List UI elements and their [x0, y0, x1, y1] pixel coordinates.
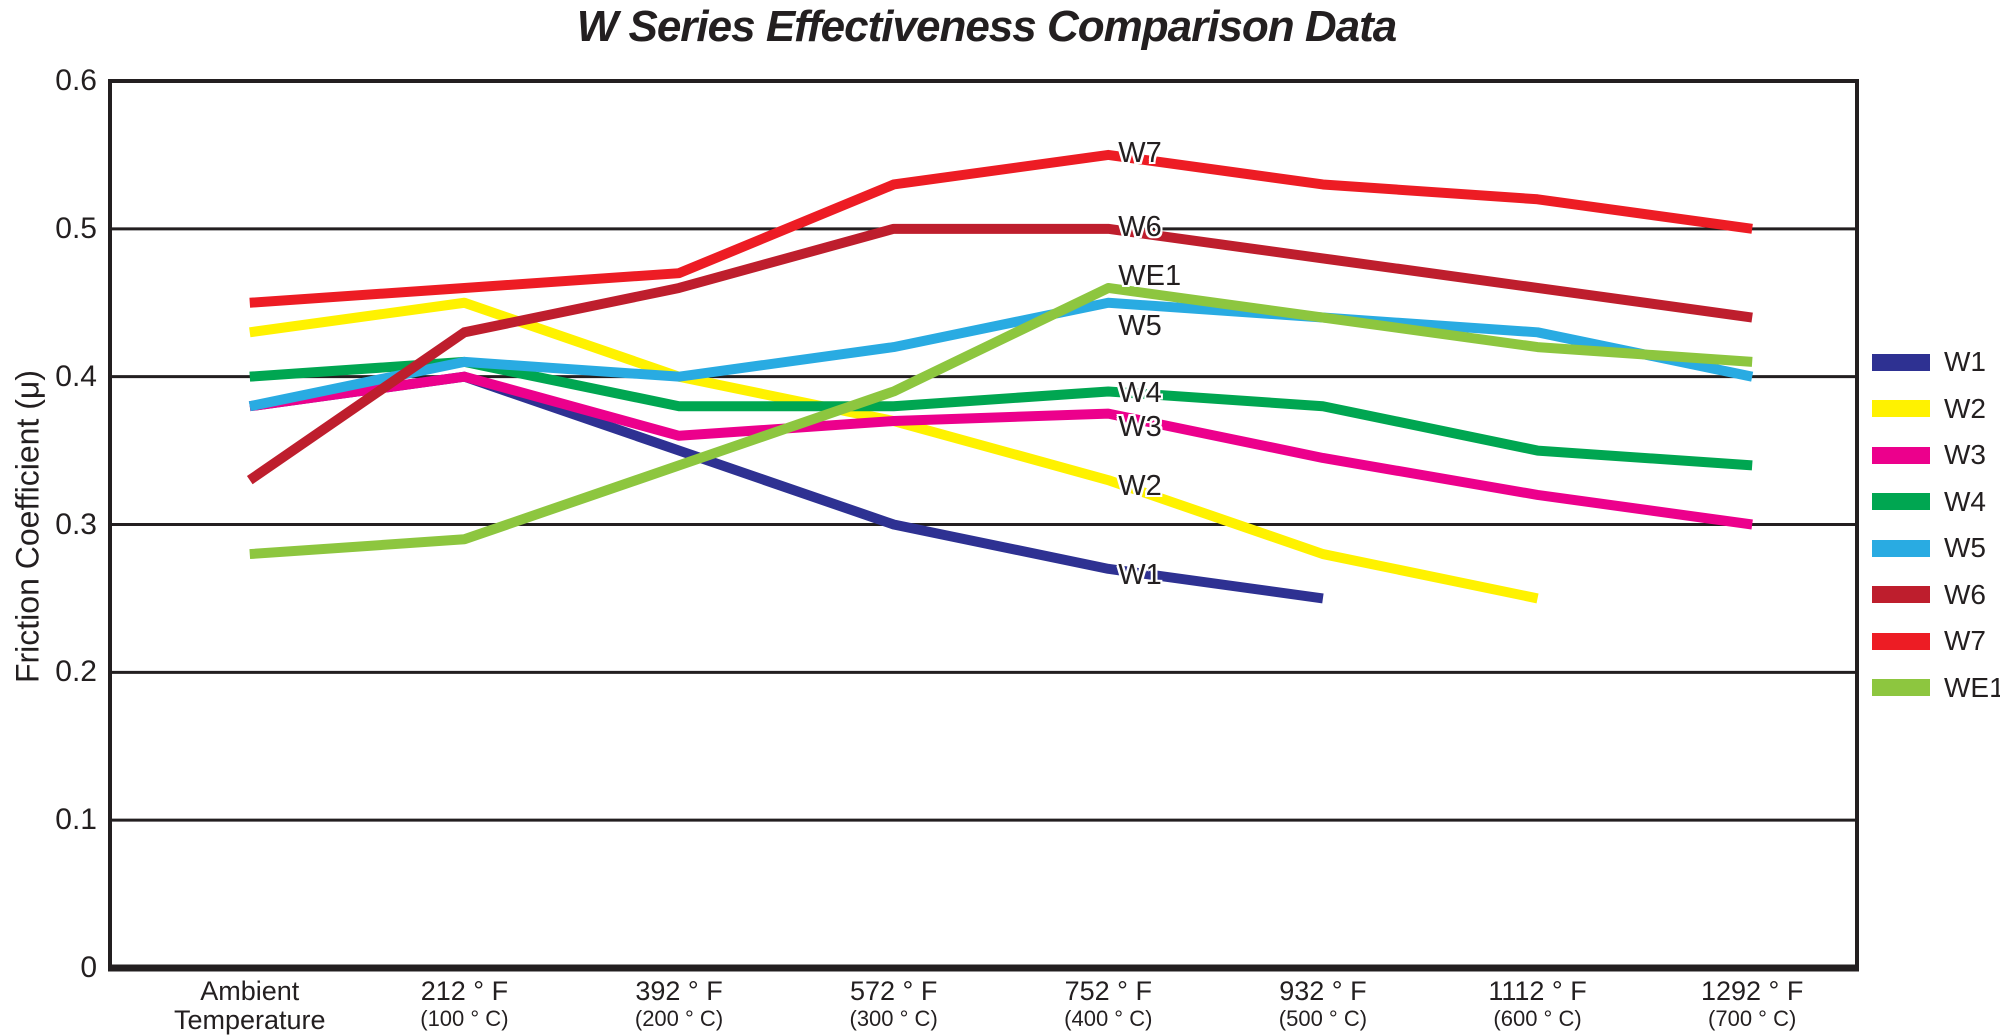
series-label-W1: W1 [1118, 558, 1162, 591]
x-category-label-line2: Temperature [173, 1005, 326, 1035]
legend-item-W1: W1 [1872, 347, 1986, 377]
legend-swatch-W1 [1872, 353, 1930, 371]
legend-label: W2 [1944, 392, 1986, 424]
x-category-fahrenheit: 572 ° F [849, 976, 938, 1006]
legend-swatch-WE1 [1872, 679, 1930, 696]
x-category-fahrenheit: 212 ° F [420, 976, 509, 1006]
x-category-fahrenheit: Ambient [200, 976, 300, 1006]
legend-item-WE1: WE1 [1872, 671, 2000, 703]
y-tick-label: 0.1 [55, 803, 97, 837]
x-category-label: 392 ° F (200 ° C) [559, 976, 799, 1032]
series-label-WE1: WE1 [1118, 260, 1182, 293]
legend-swatch-W5 [1872, 539, 1930, 557]
x-category-label: 1292 ° F (700 ° C) [1632, 976, 1872, 1032]
y-tick-label: 0.2 [55, 655, 97, 689]
series-line-W7 [249, 149, 1753, 308]
y-tick-label: 0.3 [55, 507, 97, 541]
legend-label: W5 [1944, 532, 1986, 563]
x-category-celsius: (200 ° C) [634, 1006, 724, 1031]
legend-label: W3 [1944, 439, 1986, 470]
legend-item-W4: W4 [1872, 485, 1986, 517]
series-line-WE1 [249, 282, 1753, 560]
legend-item-W3: W3 [1872, 440, 1986, 470]
series-line-W3 [249, 371, 1753, 530]
legend-swatch-W2 [1872, 400, 1930, 417]
series-label-W7: W7 [1118, 137, 1162, 170]
x-category-label: 1112 ° F (600 ° C) [1418, 976, 1658, 1032]
legend-label: W7 [1944, 625, 1986, 656]
x-category-celsius: (500 ° C) [1278, 1006, 1368, 1031]
series-line-W5 [248, 297, 1754, 412]
y-tick-label: 0.5 [55, 211, 97, 245]
legend-label: WE1 [1944, 671, 2000, 703]
legend-item-W6: W6 [1872, 578, 1986, 610]
series-label-W4: W4 [1118, 376, 1162, 409]
series-label-W2: W2 [1118, 470, 1162, 503]
y-tick-label: 0 [80, 951, 97, 984]
x-category-fahrenheit: 1112 ° F [1488, 976, 1587, 1006]
x-category-label: 752 ° F (400 ° C) [988, 976, 1228, 1032]
legend-label: W1 [1944, 346, 1986, 377]
legend-swatch-W6 [1872, 586, 1930, 603]
x-category-celsius: (300 ° C) [849, 1006, 938, 1031]
x-category-celsius: (400 ° C) [1064, 1006, 1153, 1031]
legend-item-W7: W7 [1872, 626, 1986, 656]
x-category-label: 572 ° F (300 ° C) [774, 976, 1014, 1032]
x-category-label: Ambient Temperature [130, 976, 370, 1034]
legend-item-W2: W2 [1872, 392, 1986, 424]
chart-title: W Series Effectiveness Comparison Data [576, 2, 1398, 51]
y-tick-label: 0.6 [55, 64, 97, 97]
x-category-fahrenheit: 1292 ° F [1700, 976, 1804, 1006]
x-category-celsius: (100 ° C) [420, 1006, 509, 1031]
series-label-W6: W6 [1118, 211, 1162, 244]
x-category-fahrenheit: 932 ° F [1279, 976, 1367, 1006]
x-category-celsius: (600 ° C) [1493, 1006, 1582, 1031]
series-label-W5: W5 [1118, 310, 1162, 343]
legend-swatch-W3 [1872, 446, 1930, 464]
x-category-label: 212 ° F (100 ° C) [344, 976, 584, 1032]
x-category-celsius: (700 ° C) [1708, 1006, 1797, 1031]
x-category-label: 932 ° F (500 ° C) [1203, 976, 1443, 1032]
series-label-W3: W3 [1118, 410, 1162, 443]
x-category-fahrenheit: 752 ° F [1064, 976, 1152, 1006]
legend-swatch-W4 [1872, 493, 1930, 510]
legend-label: W4 [1944, 485, 1986, 517]
series-line-W6 [246, 223, 1753, 485]
legend-label: W6 [1944, 578, 1986, 610]
legend-swatch-W7 [1872, 632, 1930, 650]
legend-item-W5: W5 [1872, 533, 1986, 563]
x-category-fahrenheit: 392 ° F [635, 976, 723, 1006]
y-tick-label: 0.4 [55, 359, 97, 393]
